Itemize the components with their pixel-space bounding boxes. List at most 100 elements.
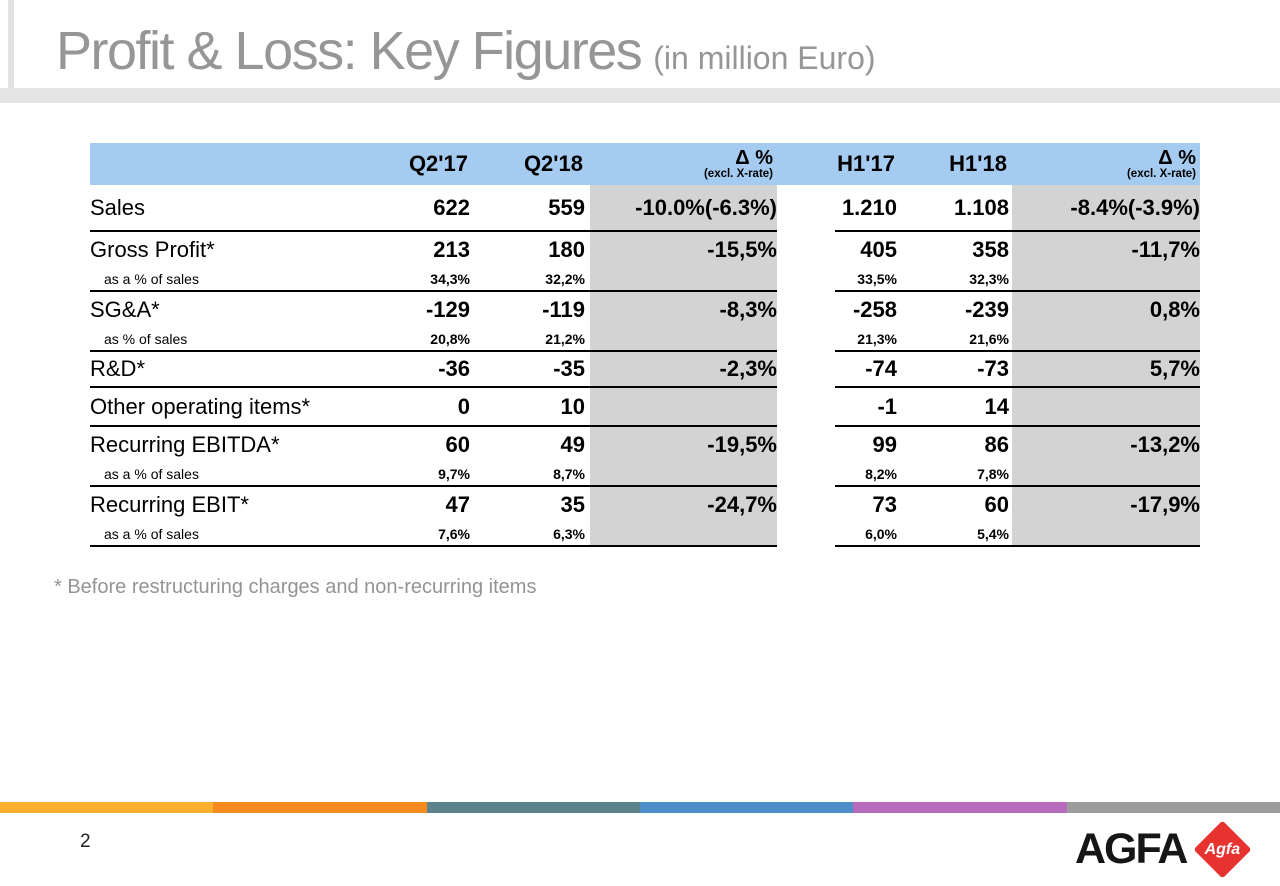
table-cell-delta_h xyxy=(1012,462,1200,487)
table-cell-h118: 7,8% xyxy=(897,462,1009,487)
table-cell-h117: 99 xyxy=(872,431,897,457)
table-cell-q218: -119 xyxy=(542,296,585,322)
table-cell-q218: 6,3% xyxy=(470,522,585,547)
footnote: * Before restructuring charges and non-r… xyxy=(54,576,537,598)
table-cell-q217: 9,7% xyxy=(390,462,470,487)
table-cell-delta_q: -19,5% xyxy=(590,426,777,462)
table-spacer xyxy=(777,327,835,351)
page-title-suffix: (in million Euro) xyxy=(653,40,876,76)
table-cell-delta_q xyxy=(590,522,777,547)
table-body: Sales 622 559 -10.0%(-6.3%) 1.210 1.108 -8.4%(… xyxy=(90,185,1200,547)
table-cell-label: Other operating items* xyxy=(90,387,390,427)
table-cell-delta_h: -11,7% xyxy=(1012,231,1200,267)
table-cell-q218: 180 xyxy=(548,236,585,262)
table-row: Recurring EBITDA* 60 49 -19,5% 99 86 -13,2% xyxy=(90,426,1200,462)
table-row: Sales 622 559 -10.0%(-6.3%) 1.210 1.108 -8.4%(… xyxy=(90,185,1200,232)
stripe-segment xyxy=(213,802,427,813)
table-cell-q217: 34,3% xyxy=(390,267,470,292)
table-cell-q217: 213 xyxy=(433,236,470,262)
table-cell-q217: -36 xyxy=(390,351,470,388)
table-spacer xyxy=(1009,267,1012,292)
table-cell-label: SG&A* xyxy=(90,296,160,322)
agfa-logo: AGFA Agfa xyxy=(1075,820,1252,878)
table-cell-delta_h: 0,8% xyxy=(1012,291,1200,327)
table-cell-h117: 21,3% xyxy=(835,327,897,352)
table-spacer xyxy=(585,185,590,232)
table-spacer xyxy=(585,462,590,487)
table-cell-h117: 33,5% xyxy=(835,267,897,292)
agfa-diamond-icon: Agfa xyxy=(1193,820,1252,878)
table-cell-q218: 32,2% xyxy=(470,267,585,292)
table-cell-h117: 405 xyxy=(860,236,897,262)
table-spacer xyxy=(777,486,835,522)
table-cell-h118: 21,6% xyxy=(897,327,1009,352)
table-cell-h118: 60 xyxy=(984,491,1009,517)
table-cell-q217: 622 xyxy=(390,185,470,232)
table-spacer xyxy=(585,522,590,547)
header-delta-h-sublabel: (excl. X-rate) xyxy=(1126,167,1196,180)
table-cell-delta_h: -13,2% xyxy=(1012,426,1200,462)
table-cell-h117: -1 xyxy=(835,387,897,427)
table-cell-q217: 7,6% xyxy=(390,522,470,547)
page-title-text: Profit & Loss: Key Figures xyxy=(56,21,643,81)
table-cell-label: Recurring EBIT* xyxy=(90,491,249,517)
table-cell-delta_q: -8,3% xyxy=(590,291,777,327)
header-spacer xyxy=(585,143,590,185)
table-cell-delta_h: -8.4%(-3.9%) xyxy=(1012,185,1200,232)
table-spacer xyxy=(777,185,835,231)
stripe-segment xyxy=(426,802,640,813)
footer-stripe xyxy=(0,802,1280,813)
agfa-diamond-text: Agfa xyxy=(1205,840,1241,857)
table-row: Gross Profit* 213 180 -15,5% 405 358 -11,7% xyxy=(90,231,1200,267)
table-cell-delta_h: 5,7% xyxy=(1012,351,1200,388)
table-cell-q217: 0 xyxy=(390,387,470,427)
table-spacer xyxy=(777,267,835,291)
table-cell-delta_h xyxy=(1012,267,1200,292)
table-cell-label: as a % of sales xyxy=(90,267,390,292)
table-cell-q218: 8,7% xyxy=(470,462,585,487)
table-row: R&D* -36 -35 -2,3% -74 -73 5,7% xyxy=(90,351,1200,388)
stripe-segment xyxy=(639,802,854,813)
table-cell-delta_q: -15,5% xyxy=(590,231,777,267)
header-q218: Q2'18 xyxy=(470,143,585,185)
table-spacer xyxy=(777,351,835,387)
table-cell-delta_q xyxy=(590,267,777,292)
stripe-segment xyxy=(853,802,1067,813)
table-cell-delta_q: -2,3% xyxy=(590,351,777,388)
table-cell-h118: -239 xyxy=(964,296,1009,322)
table-cell-h117: 6,0% xyxy=(835,522,897,547)
table-spacer xyxy=(585,327,590,352)
stripe-segment xyxy=(1066,802,1280,813)
table-spacer xyxy=(1009,351,1012,388)
table-cell-label: Recurring EBITDA* xyxy=(90,431,280,457)
page-number: 2 xyxy=(80,831,91,852)
header-delta-q-sublabel: (excl. X-rate) xyxy=(703,167,773,180)
table-cell-h118: 32,3% xyxy=(897,267,1009,292)
table-cell-q218: 49 xyxy=(560,431,585,457)
table-row: as a % of sales 34,3% 32,2% 33,5% 32,3% xyxy=(90,267,1200,292)
table-spacer xyxy=(777,522,835,546)
table-cell-q217: 20,8% xyxy=(390,327,470,352)
table-cell-h118: 86 xyxy=(984,431,1009,457)
table-cell-h118: 5,4% xyxy=(897,522,1009,547)
table-cell-label: as a % of sales xyxy=(90,522,390,547)
header-delta-h-label: Δ % xyxy=(1158,146,1196,169)
header-empty xyxy=(90,143,390,185)
left-accent-bar xyxy=(8,0,14,88)
table-cell-delta_q xyxy=(590,462,777,487)
table-cell-delta_h xyxy=(1012,327,1200,352)
header-delta-h: Δ % (excl. X-rate) xyxy=(1012,143,1200,185)
table-cell-delta_q xyxy=(590,327,777,352)
table-spacer xyxy=(777,462,835,486)
table-spacer xyxy=(1009,522,1012,547)
table-cell-q218: 559 xyxy=(470,185,585,232)
header-h118: H1'18 xyxy=(897,143,1009,185)
table-cell-h118: -73 xyxy=(897,351,1009,388)
table-row: as a % of sales 7,6% 6,3% 6,0% 5,4% xyxy=(90,522,1200,547)
profit-loss-table: Q2'17 Q2'18 Δ % (excl. X-rate) H1'17 H1'… xyxy=(90,143,1200,547)
table-cell-q218: 21,2% xyxy=(470,327,585,352)
table-cell-q217: 60 xyxy=(445,431,470,457)
table-cell-q218: -35 xyxy=(470,351,585,388)
table-cell-h118: 1.108 xyxy=(897,185,1009,232)
table-cell-delta_q xyxy=(590,387,777,427)
